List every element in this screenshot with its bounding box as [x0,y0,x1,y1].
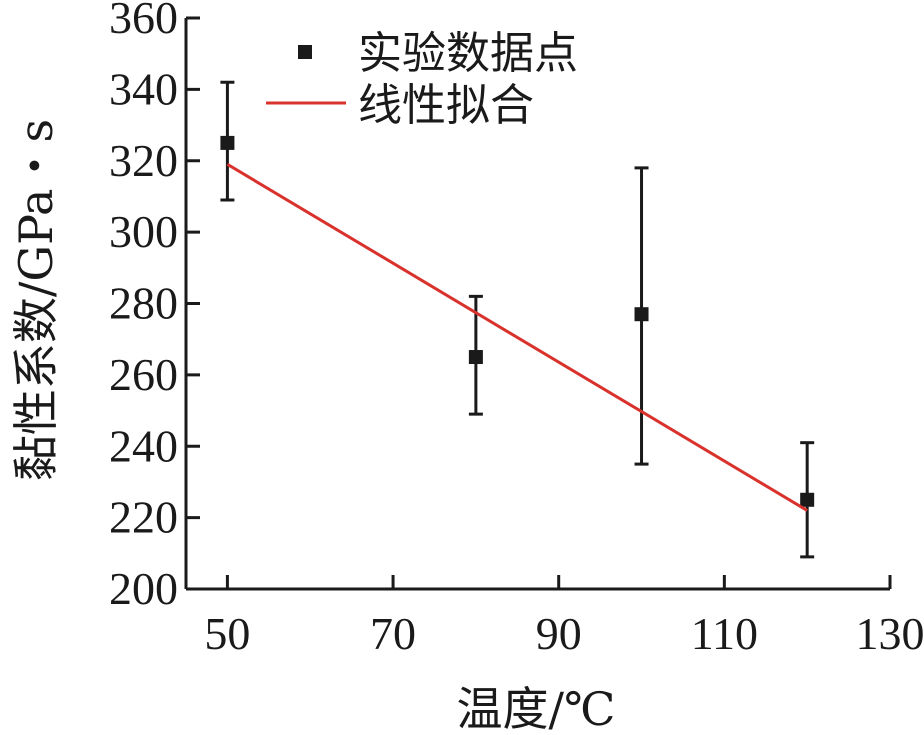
y-tick-label: 260 [109,349,178,400]
y-tick-label: 340 [109,63,178,114]
y-tick-label: 280 [109,278,178,329]
data-point [634,307,649,322]
x-axis-title: 温度/℃ [457,682,616,735]
legend-label: 实验数据点 [358,28,578,79]
y-axis-title: 黏性系数/GPa・s [9,119,63,481]
x-tick-label: 70 [370,608,416,659]
y-tick-label: 360 [109,0,178,43]
y-tick-label: 220 [109,492,178,543]
fit-line [226,163,808,512]
y-tick-label: 320 [109,135,178,186]
data-point [800,492,815,507]
x-tick-label: 110 [691,608,758,659]
data-point [220,135,235,150]
x-tick-label: 130 [856,608,924,659]
y-tick-label: 240 [109,420,178,471]
data-marks [220,80,815,559]
y-tick-label: 200 [109,563,178,614]
x-tick-label: 50 [204,608,250,659]
legend-label: 线性拟合 [358,80,534,131]
legend-marker-square [298,45,312,59]
y-tick-label: 300 [109,206,178,257]
ticks: 200 220 240 260 280 300 320 340 360 50 70 90 110 130 [109,0,924,659]
data-point [468,350,483,365]
x-tick-label: 90 [536,608,582,659]
